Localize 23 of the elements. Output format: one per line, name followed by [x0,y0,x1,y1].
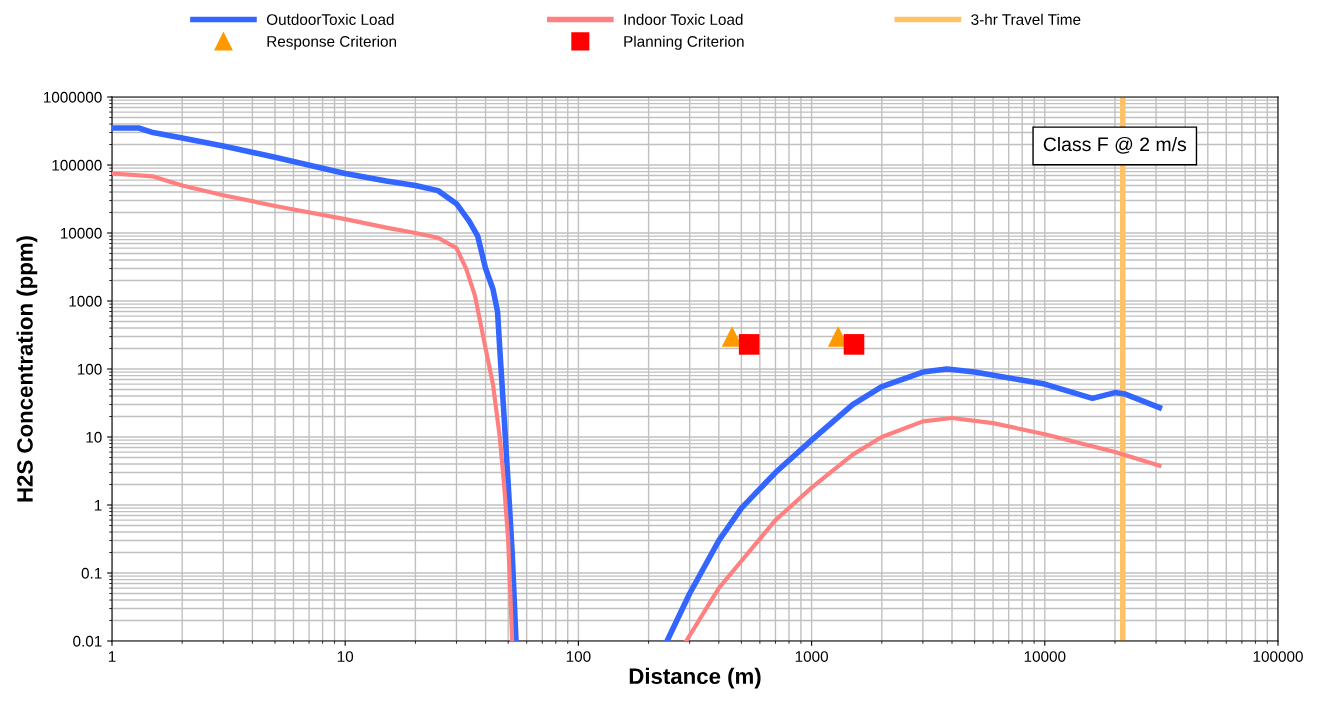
y-tick-label: 10000 [60,227,102,239]
legend-label: 3-hr Travel Time [971,13,1081,25]
x-tick-label: 10000 [1024,651,1066,662]
y-tick-label: 1000 [69,295,102,307]
annotation: Class F @ 2 m/s [1043,136,1187,154]
y-tick-label: 10 [86,431,102,443]
y-tick-label: 1 [94,500,102,511]
legend-label: Indoor Toxic Load [624,13,743,25]
y-tick-label: 0.01 [73,635,102,647]
x-tick-label: 10 [337,651,354,662]
y-tick-label: 100000 [52,159,102,171]
legend-label: Response Criterion [267,35,397,50]
x-axis-title: Distance (m) [629,667,761,689]
y-axis-title: H2S Concentration (ppm) [16,236,38,502]
x-tick-label: 100 [566,651,591,662]
x-tick-label: 100000 [1253,651,1303,662]
y-tick-label: 0.1 [81,567,102,579]
x-tick-label: 1000 [795,651,828,662]
legend-label: Planning Criterion [624,35,744,50]
x-tick-label: 1 [108,651,116,662]
legend-label: OutdoorToxic Load [266,13,394,25]
y-tick-label: 1000000 [43,91,102,103]
y-tick-label: 100 [77,363,102,375]
